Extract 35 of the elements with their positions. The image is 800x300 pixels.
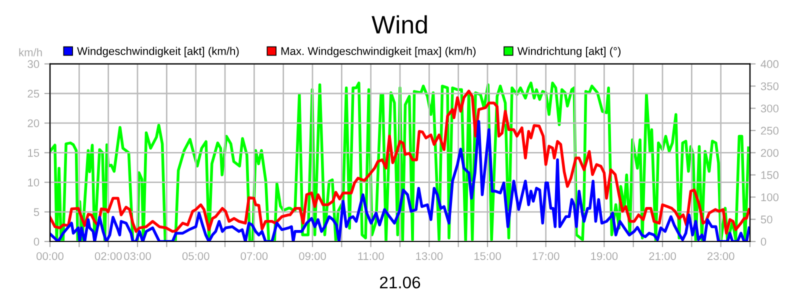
x-tick-label: 02:00 (94, 252, 122, 260)
y2-tick-label: 0 (760, 238, 766, 246)
y2-tick-label: 300 (760, 104, 779, 112)
chart-title: Wind (372, 15, 427, 34)
legend-label: Windgeschwindigkeit [akt] (km/h) (77, 46, 239, 58)
x-axis-title: 21.06 (380, 276, 420, 288)
y-tick-label: 15 (28, 149, 40, 157)
y2-tick-label: 150 (761, 171, 779, 180)
legend-label: Max. Windgeschwindigkeit [max] (km/h) (281, 46, 476, 58)
y-axis-title: km/h (19, 48, 42, 56)
y-tick-label: 10 (28, 178, 40, 186)
y-tick-label: 0 (34, 238, 40, 246)
x-tick-label: 21:00 (649, 252, 676, 260)
x-tick-label: 09:00 (299, 252, 326, 260)
x-tick-label: 17:00 (532, 252, 560, 260)
y2-tick-label: 100 (761, 193, 779, 202)
x-tick-label: 05:00 (182, 252, 210, 260)
x-tick-label: 23:00 (707, 252, 734, 260)
x-tick-label: 11:00 (358, 252, 384, 260)
x-tick-label: 00:00 (36, 252, 64, 260)
y2-tick-label: 200 (760, 148, 779, 157)
y2-tick-label: 350 (760, 82, 779, 90)
x-tick-label: 07:00 (240, 252, 268, 260)
x-tick-label: 19:00 (591, 252, 618, 260)
y-tick-label: 30 (28, 60, 40, 68)
x-tick-label: 03:00 (124, 252, 151, 260)
y2-tick-label: 250 (760, 126, 779, 135)
y2-tick-label: 400 (760, 60, 779, 68)
x-tick-label: 13:00 (416, 252, 443, 260)
legend-label: Windrichtung [akt] (°) (517, 46, 621, 58)
y2-tick-label: 50 (760, 216, 772, 224)
y-tick-label: 25 (28, 90, 40, 98)
y-tick-label: 20 (28, 119, 40, 128)
y-tick-label: 5 (34, 208, 40, 216)
x-tick-label: 15:00 (474, 252, 501, 260)
